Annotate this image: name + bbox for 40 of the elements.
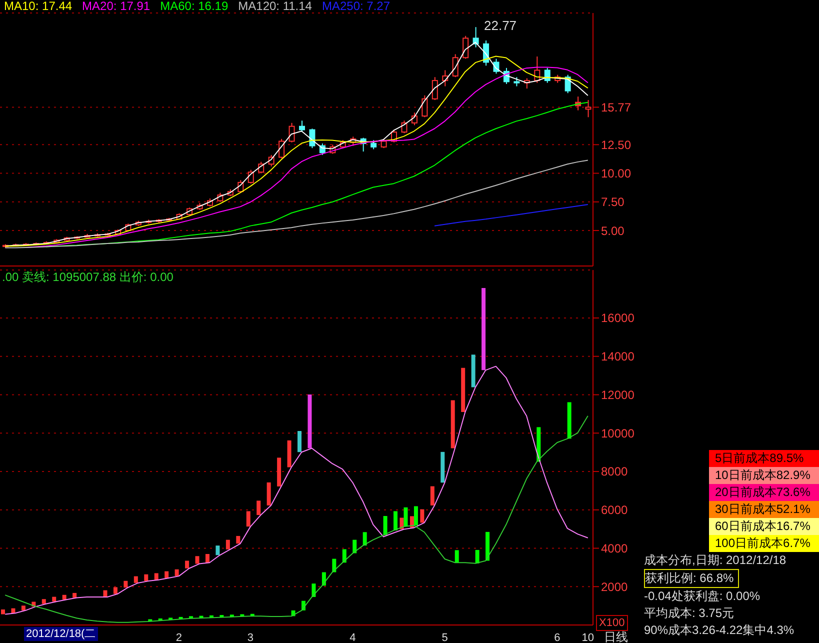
x-tick-label: 5 xyxy=(442,632,448,643)
text: MA20: 17.91 xyxy=(82,0,150,13)
y-tick-label: 10.00 xyxy=(601,166,632,181)
category-label: 20日前成本73.6% xyxy=(709,484,819,501)
x-tick-label: 10 xyxy=(582,632,594,643)
text: MA10: 17.44 xyxy=(4,0,72,13)
x-tick-label: 2 xyxy=(176,632,182,643)
y-tick-label: 10000 xyxy=(601,426,635,440)
text: 获利比例: 66.8% xyxy=(644,569,739,588)
y-tick-label: 8000 xyxy=(601,464,628,479)
y-tick-label: 5.00 xyxy=(601,224,625,238)
text: 日线 xyxy=(604,630,628,643)
text: MA120: 11.14 xyxy=(238,0,312,13)
text: 平均成本: 3.75元 xyxy=(644,605,736,622)
x-tick-label: 3 xyxy=(247,632,254,643)
category-label: 100日前成本6.7% xyxy=(709,535,819,552)
text: MA60: 16.19 xyxy=(160,0,228,13)
annotation: .00 卖线: 1095007.88 出价: 0.00 xyxy=(2,270,174,284)
text: -0.04处获利盘: 0.00% xyxy=(644,588,762,605)
category-label: 5日前成本89.5% xyxy=(709,450,819,467)
text: X100 xyxy=(596,615,628,631)
y-tick-label: 14000 xyxy=(601,350,635,364)
text: 90%成本3.26-4.22集中4.3% xyxy=(644,622,796,639)
text: 2012/12/18(二 xyxy=(24,627,98,641)
y-tick-label: 2000 xyxy=(601,580,628,594)
y-tick-label: 4000 xyxy=(601,542,628,556)
x-tick-label: 4 xyxy=(350,632,356,643)
text: MA250: 7.27 xyxy=(322,0,390,13)
category-label: 10日前成本82.9% xyxy=(709,467,819,484)
text: 成本分布,日期: 2012/12/18 xyxy=(644,552,788,569)
y-tick-label: 12.50 xyxy=(601,138,632,152)
annotation: 22.77 xyxy=(484,18,517,33)
category-label: 30日前成本52.1% xyxy=(709,501,819,518)
y-tick-label: 6000 xyxy=(601,503,628,518)
y-tick-label: 7.50 xyxy=(601,195,625,210)
y-tick-label: 16000 xyxy=(601,311,635,326)
y-tick-label: 12000 xyxy=(601,388,635,402)
category-label: 60日前成本16.7% xyxy=(709,518,819,535)
x-tick-label: 6 xyxy=(554,632,560,643)
y-tick-label: 15.77 xyxy=(601,100,632,114)
